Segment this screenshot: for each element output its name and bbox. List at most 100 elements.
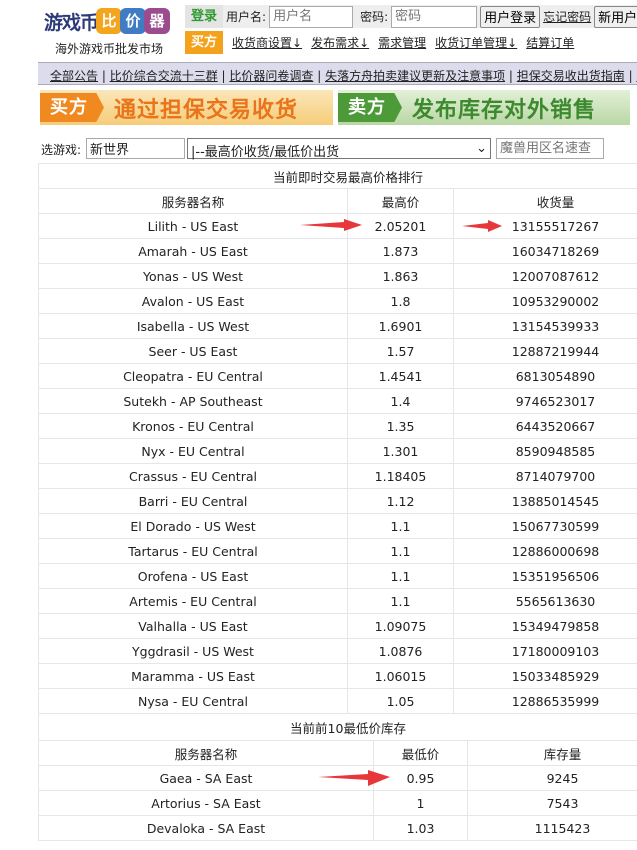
notice-link[interactable]: 失落方舟拍卖建议更新及注意事项 [325,69,506,83]
quantity: 16034718269 [453,238,637,264]
server-name: Avalon - US East [38,288,348,314]
server-name: Seer - US East [38,338,348,364]
table-row: Nysa - EU Central 1.05 12886535999 [38,688,637,714]
menu-buyer-settings[interactable]: 收货商设置↓ [232,36,303,50]
menu-order-manage[interactable]: 收货订单管理↓ [435,36,518,50]
price: 1.0876 [347,638,454,664]
notice-link[interactable]: 全部公告 [50,69,99,83]
column-header: 最低价 [373,740,468,766]
quantity: 15351956506 [453,563,637,589]
game-label: 选游戏: [41,143,82,157]
low-price-table: 当前前10最低价库存 服务器名称 最低价 库存量 Gaea - SA East 0.9… [38,713,637,841]
price: 1.1 [347,513,454,539]
price: 1.1 [347,563,454,589]
table-row: Artorius - SA East 1 7543 [38,790,637,816]
forgot-password-link[interactable]: 忘记密码 [543,10,592,24]
password-label: 密码: [360,10,389,24]
server-name: Amarah - US East [38,238,348,264]
server-name: Devaloka - SA East [38,815,374,841]
price: 1.05 [347,688,454,714]
server-name: Tartarus - EU Central [38,538,348,564]
server-name: Nysa - EU Central [38,688,348,714]
table-row: Kronos - EU Central 1.35 6443520667 [38,413,637,439]
server-name: Orofena - US East [38,563,348,589]
quantity: 15067730599 [453,513,637,539]
table-row: El Dorado - US West 1.1 15067730599 [38,513,637,539]
high-price-table: 当前即时交易最高价格排行 服务器名称 最高价 收货量 Lilith - US Eas… [38,163,637,714]
notice-bar: 全部公告 | 比价综合交流十三群 | 比价器问卷调查 | 失落方舟拍卖建议更新及… [38,62,637,85]
column-header: 服务器名称 [38,188,348,214]
price: 1.09075 [347,613,454,639]
password-input[interactable] [391,5,478,28]
price: 1.06015 [347,663,454,689]
server-name: Barri - EU Central [38,488,348,514]
price: 1.57 [347,338,454,364]
quantity: 12886535999 [453,688,637,714]
login-button[interactable]: 用户登录 [480,5,541,28]
server-name: Isabella - US West [38,313,348,339]
quantity: 6813054890 [453,363,637,389]
login-tag: 登录 [185,5,224,28]
table-row: Gaea - SA East 0.95 9245 [38,765,637,791]
server-name: Nyx - EU Central [38,438,348,464]
menu-settle-orders[interactable]: 结算订单 [526,36,575,50]
price: 1.301 [347,438,454,464]
price: 1.4 [347,388,454,414]
username-label: 用户名: [226,10,267,24]
username-input[interactable] [269,5,354,28]
server-name: Artemis - EU Central [38,588,348,614]
quantity: 5565613630 [453,588,637,614]
menu-demand-manage[interactable]: 需求管理 [378,36,427,50]
table-row: Cleopatra - EU Central 1.4541 6813054890 [38,363,637,389]
table-row: Avalon - US East 1.8 10953290002 [38,288,637,314]
server-name: Yggdrasil - US West [38,638,348,664]
quantity: 17180009103 [453,638,637,664]
logo[interactable]: 游戏币 比 价 器 [44,6,171,36]
table-row: Yggdrasil - US West 1.0876 17180009103 [38,638,637,664]
table-row: Yonas - US West 1.863 12007087612 [38,263,637,289]
column-header: 服务器名称 [38,740,374,766]
server-name: Artorius - SA East [38,790,374,816]
price: 1.03 [373,815,468,841]
quantity: 12887219944 [453,338,637,364]
register-button[interactable]: 新用户注册 [594,5,637,28]
notice-link[interactable]: 担保交易收出货指南 [516,69,625,83]
table-row: Sutekh - AP Southeast 1.4 9746523017 [38,388,637,414]
price: 2.05201 [347,213,454,239]
buy-banner[interactable]: 买方 通过担保交易收货 [40,90,333,125]
quantity: 6443520667 [453,413,637,439]
table-row: Maramma - US East 1.06015 15033485929 [38,663,637,689]
quantity: 10953290002 [453,288,637,314]
server-name: Valhalla - US East [38,613,348,639]
price: 1.1 [347,588,454,614]
table-row: Valhalla - US East 1.09075 15349479858 [38,613,637,639]
menu-post-demand[interactable]: 发布需求↓ [311,36,370,50]
game-input[interactable] [86,138,185,159]
quantity: 9746523017 [453,388,637,414]
quantity: 15033485929 [453,663,637,689]
red-arrow-icon [318,770,390,786]
quantity: 13154539933 [453,313,637,339]
price: 1.35 [347,413,454,439]
server-search-input[interactable] [496,138,604,159]
table-row: Devaloka - SA East 1.03 1115423 [38,815,637,841]
server-name: Cleopatra - EU Central [38,363,348,389]
table-row: Crassus - EU Central 1.18405 8714079700 [38,463,637,489]
quantity: 15349479858 [453,613,637,639]
sell-banner[interactable]: 卖方 发布库存对外销售 [338,90,630,125]
red-arrow-icon [300,219,362,231]
site-subtitle: 海外游戏币批发市场 [55,42,164,56]
quantity: 13885014545 [453,488,637,514]
table-row: Seer - US East 1.57 12887219944 [38,338,637,364]
price: 1.4541 [347,363,454,389]
column-header: 收货量 [453,188,637,214]
notice-link[interactable]: 比价器问卷调查 [229,69,314,83]
server-name: Maramma - US East [38,663,348,689]
mode-select[interactable]: |--最高价收货/最低价出货 ⌄ [187,138,491,160]
column-header: 库存量 [467,740,637,766]
quantity: 8714079700 [453,463,637,489]
table-row: Nyx - EU Central 1.301 8590948585 [38,438,637,464]
table-title: 当前前10最低价库存 [38,713,637,741]
notice-link[interactable]: 比价综合交流十三群 [109,69,218,83]
table-row: Barri - EU Central 1.12 13885014545 [38,488,637,514]
